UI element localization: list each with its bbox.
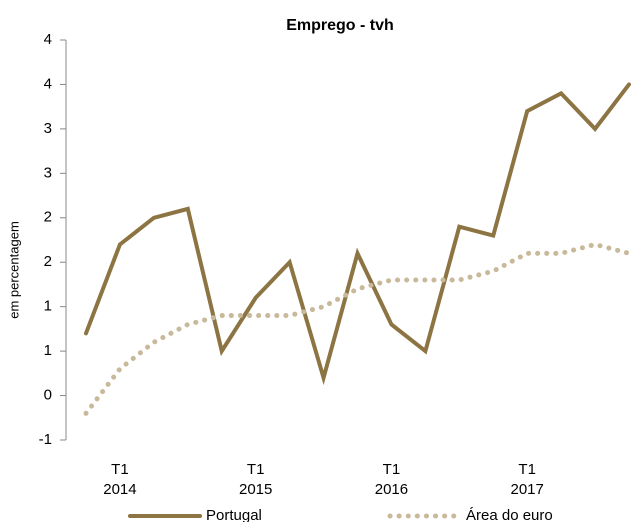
y-tick-label: 3: [44, 164, 52, 181]
x-tick-label: T1 2015: [239, 461, 272, 498]
y-tick-label: -1: [39, 431, 52, 448]
series-line: [84, 82, 631, 386]
y-tick-label: 3: [44, 120, 52, 137]
y-tick-label: 4: [44, 75, 52, 92]
x-tick-label: T1 2017: [511, 461, 544, 498]
y-axis-label: em percentagem: [6, 221, 21, 319]
x-tick-label: T1 2014: [103, 461, 136, 498]
x-tick-label: T1 2016: [375, 461, 408, 498]
y-tick-label: 1: [44, 342, 52, 359]
y-tick-label: 0: [44, 387, 52, 404]
y-tick-label: 2: [44, 209, 52, 226]
series-line: [83, 241, 632, 416]
y-tick-label: 2: [44, 253, 52, 270]
y-tick-label: 4: [44, 31, 52, 48]
chart-title: Emprego - tvh: [286, 17, 394, 34]
y-tick-label: 1: [44, 298, 52, 315]
legend-label: Portugal: [206, 507, 262, 522]
legend-label: Área do euro: [466, 507, 553, 522]
